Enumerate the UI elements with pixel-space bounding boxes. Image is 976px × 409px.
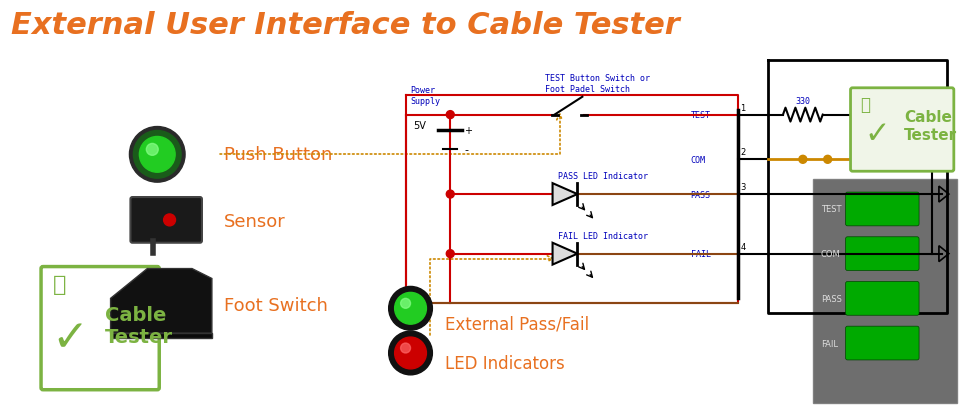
Text: 330: 330 (795, 97, 810, 106)
Circle shape (394, 337, 427, 369)
Text: Push Button: Push Button (224, 146, 332, 164)
Text: FAIL LED Indicator: FAIL LED Indicator (557, 231, 647, 240)
Text: FAIL: FAIL (691, 249, 711, 258)
FancyBboxPatch shape (131, 198, 202, 243)
FancyBboxPatch shape (845, 326, 919, 360)
Circle shape (140, 137, 175, 173)
Text: PASS LED Indicator: PASS LED Indicator (557, 172, 647, 181)
Circle shape (446, 250, 454, 258)
Circle shape (394, 293, 427, 324)
FancyBboxPatch shape (845, 193, 919, 226)
Circle shape (134, 131, 182, 179)
Circle shape (400, 343, 411, 353)
Text: Power
Supply: Power Supply (411, 86, 440, 106)
Text: Foot Switch: Foot Switch (224, 297, 328, 315)
Circle shape (824, 156, 832, 164)
Circle shape (446, 111, 454, 119)
Polygon shape (110, 269, 212, 333)
Text: Sensor: Sensor (224, 212, 286, 230)
Text: Cable
Tester: Cable Tester (904, 110, 957, 142)
Text: COM: COM (821, 249, 840, 258)
FancyBboxPatch shape (845, 282, 919, 315)
Polygon shape (110, 333, 212, 338)
Text: TEST Button Switch or
Foot Padel Switch: TEST Button Switch or Foot Padel Switch (545, 74, 650, 94)
Text: External Pass/Fail: External Pass/Fail (445, 315, 590, 333)
Polygon shape (552, 243, 578, 265)
Text: 1: 1 (740, 103, 746, 112)
FancyBboxPatch shape (813, 180, 956, 402)
FancyBboxPatch shape (845, 237, 919, 271)
Circle shape (388, 287, 432, 330)
Text: 4: 4 (740, 242, 746, 251)
Text: Cable
Tester: Cable Tester (104, 306, 173, 346)
Text: 2: 2 (740, 148, 746, 157)
Text: ✓: ✓ (51, 317, 88, 360)
Text: -: - (465, 145, 468, 155)
Text: COM: COM (691, 155, 706, 164)
Polygon shape (552, 184, 578, 205)
FancyBboxPatch shape (41, 267, 159, 390)
Circle shape (164, 214, 176, 226)
Text: FAIL: FAIL (821, 339, 837, 348)
Text: +: + (465, 125, 472, 135)
Text: LED Indicators: LED Indicators (445, 354, 565, 372)
Circle shape (146, 144, 158, 156)
Text: TEST: TEST (691, 111, 711, 120)
Text: ⏻: ⏻ (53, 274, 66, 294)
Text: External User Interface to Cable Tester: External User Interface to Cable Tester (12, 11, 680, 40)
Circle shape (130, 127, 185, 183)
Text: 5V: 5V (414, 120, 427, 130)
Text: ✓: ✓ (865, 120, 890, 148)
Text: TEST: TEST (821, 205, 841, 214)
Text: 3: 3 (740, 183, 746, 192)
Circle shape (388, 331, 432, 375)
Circle shape (400, 299, 411, 308)
Text: ⏻: ⏻ (861, 96, 871, 113)
FancyBboxPatch shape (850, 89, 954, 172)
Text: PASS: PASS (821, 294, 841, 303)
Circle shape (799, 156, 807, 164)
Text: PASS: PASS (691, 190, 711, 199)
Circle shape (446, 191, 454, 198)
